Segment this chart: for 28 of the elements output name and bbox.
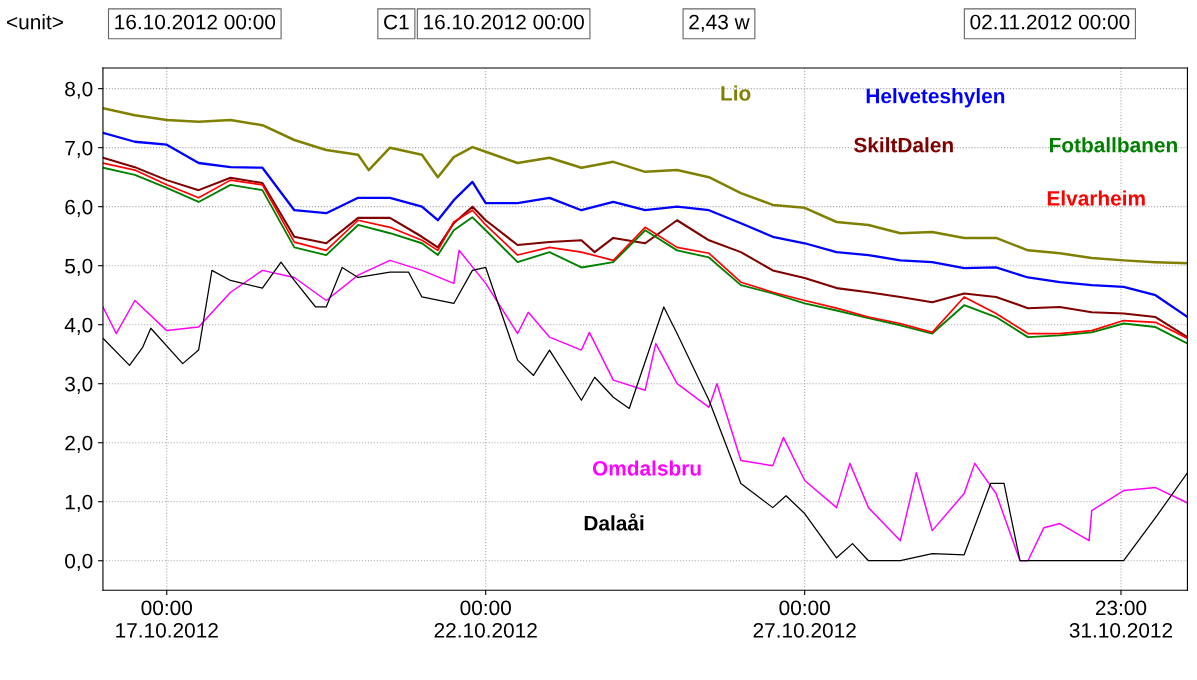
text: Fotballbanen (1050, 137, 1177, 153)
line-series (102, 131, 1188, 319)
y-tick-label: 5,0 (65, 258, 93, 276)
text: Lio (721, 85, 751, 101)
series-label: Omdalsbru (592, 460, 701, 476)
text: Elvarheim (1047, 190, 1145, 206)
y-tick-label: 6,0 (65, 199, 93, 217)
text: 2,43 w (689, 14, 750, 32)
y-tick-label: 7,0 (65, 140, 93, 158)
text: 16.10.2012 00:00 (115, 14, 276, 30)
text: 16.10.2012 00:00 (424, 14, 584, 30)
y-tick-label: 2,0 (65, 435, 93, 453)
text: 02.11.2012 00:00 (970, 14, 1130, 30)
line-series (102, 106, 1188, 265)
y-tick-label: 3,0 (65, 376, 93, 394)
text: C1 (384, 14, 409, 30)
y-tick-label: 1,0 (65, 494, 93, 512)
text: Dalaåi (584, 513, 644, 531)
text: Helveteshylen (866, 88, 1005, 108)
x-tick-label: 00:00 22.10.2012 (434, 600, 537, 638)
x-tick-label: 00:00 27.10.2012 (753, 600, 856, 638)
x-tick-label: 00:00 17.10.2012 (116, 600, 218, 638)
y-axis-title: <unit> (7, 14, 63, 30)
y-tick-label: 8,0 (65, 81, 93, 99)
x-tick-label: 23:00 31.10.2012 (1069, 600, 1173, 638)
y-tick-label: 4,0 (64, 317, 93, 335)
y-tick-label: 0,0 (65, 553, 93, 571)
text: SkiltDalen (854, 137, 953, 153)
